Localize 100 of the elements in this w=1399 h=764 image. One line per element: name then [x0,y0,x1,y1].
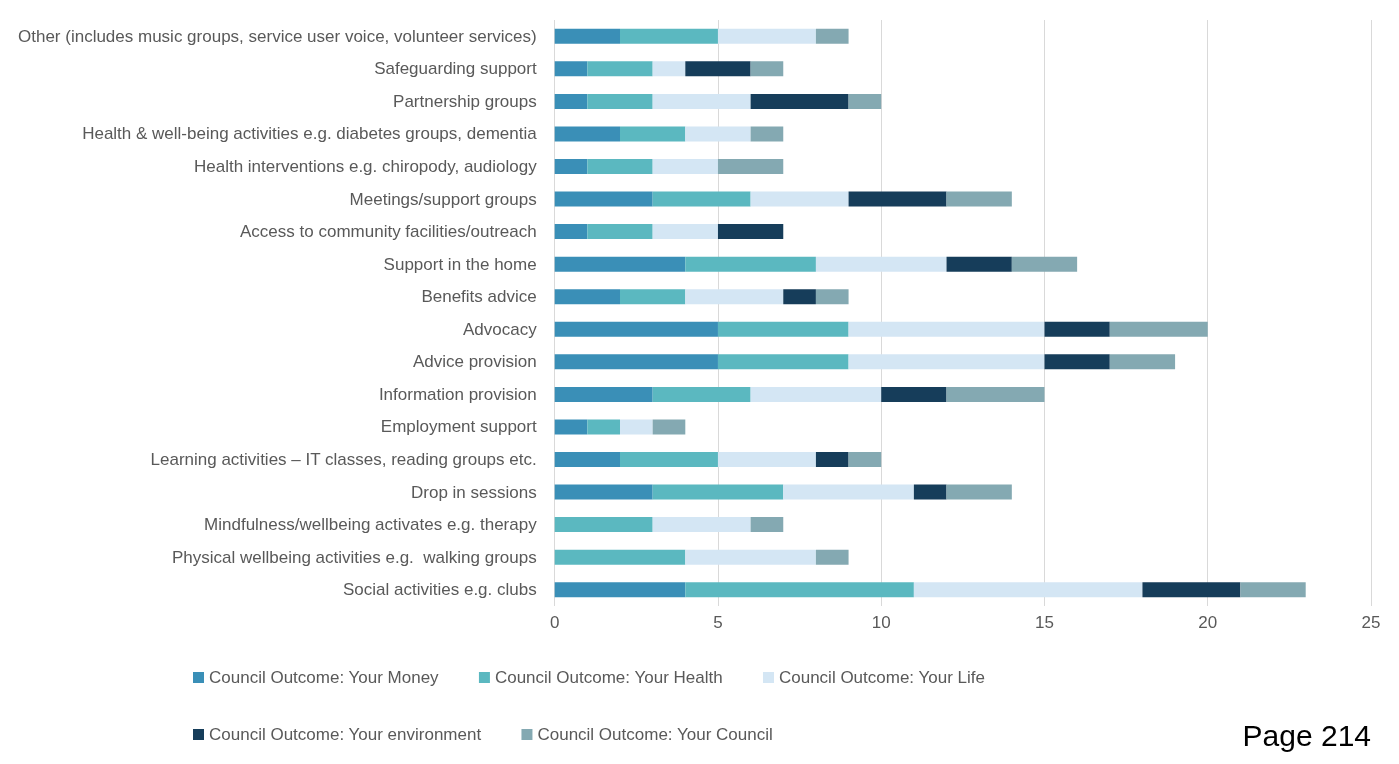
bar [946,386,1045,402]
bar [750,517,784,533]
bar [554,582,686,598]
y-tick-label: Employment support [380,417,537,437]
bar [554,256,686,272]
bar [652,224,718,240]
bar [652,159,718,174]
bar [554,191,653,207]
bar [1240,582,1306,598]
bar [685,61,751,77]
bar [652,484,784,500]
bar [587,61,653,77]
bar [554,93,588,109]
bar [913,582,1143,598]
y-tick-label: Advocacy [463,319,538,339]
x-tick-label: 5 [713,613,723,632]
bar [1011,256,1078,272]
bar [815,452,849,467]
bar [620,289,686,305]
x-tick-label: 10 [871,613,891,632]
bar [815,256,947,272]
bar [750,126,784,142]
legend-label: Council Outcome: Your Life [778,668,985,687]
bar [750,61,784,77]
bar [1044,321,1110,337]
bar [554,354,718,370]
bar [717,28,816,44]
legend-label: Council Outcome: Your Council [537,725,773,744]
bar [554,321,718,337]
y-tick-label: Partnership groups [393,91,537,111]
legend-label: Council Outcome: Your environment [209,725,482,744]
bar [815,28,849,44]
y-tick-label: Health & well-being activities e.g. diabetes groups, dementia [82,124,538,144]
y-tick-label: Drop in sessions [411,482,537,502]
y-tick-label: Physical wellbeing activities e.g. walking groups [171,547,537,567]
y-tick-label: Advice provision [412,352,537,372]
bar [913,484,947,500]
legend-label: Council Outcome: Your Money [209,668,440,687]
legend-label: Council Outcome: Your Health [494,668,723,687]
bar [717,354,849,370]
bar [620,126,686,142]
bar [1044,354,1110,370]
bar [717,159,784,174]
text: Page 214 [1242,718,1371,752]
bar [652,386,751,402]
bar [750,93,849,109]
bar [587,224,653,240]
bar [946,191,1012,207]
bar [620,452,718,467]
bar [652,419,686,435]
bar [554,159,588,174]
bar [652,517,751,533]
y-tick-label: Social activities e.g. clubs [343,580,537,600]
bar [815,549,849,565]
bar [652,191,751,207]
bar [554,224,588,240]
bar [848,93,882,109]
bar [587,159,653,174]
bar [685,549,816,565]
bar [717,224,784,240]
bar [717,321,849,337]
y-tick-label: Meetings/support groups [349,189,537,209]
bar [554,549,686,565]
bar [554,28,620,44]
y-tick-label: Other (includes music groups, service user voice, volunteer services) [18,26,537,46]
bar [587,419,620,435]
bar [750,386,882,402]
bar [554,126,620,142]
bar [554,452,620,467]
bar [554,386,653,402]
y-tick-label: Learning activities – IT classes, reading groups etc. [150,450,537,469]
y-tick-label: Health interventions e.g. chiropody, audiology [193,157,538,176]
bar [685,256,816,272]
bar [717,452,816,467]
bar [881,386,947,402]
x-tick-label: 25 [1361,613,1381,632]
bar [848,321,1045,337]
bar [1142,582,1241,598]
bar [554,61,588,77]
bar [1109,354,1176,370]
bar [620,419,653,435]
y-tick-label: Mindfulness/wellbeing activates e.g. therapy [204,515,538,535]
bar [848,452,882,467]
bar [685,126,751,142]
y-tick-label: Support in the home [383,254,537,274]
bar [554,484,653,500]
y-tick-label: Safeguarding support [374,59,537,79]
bar [652,93,751,109]
x-tick-label: 15 [1035,613,1054,632]
bar [848,191,947,207]
bar [554,289,620,305]
bar [554,419,588,435]
bar [750,191,849,207]
bar [815,289,849,305]
bar [685,582,914,598]
bar [946,484,1012,500]
bar [1109,321,1208,337]
x-tick-label: 20 [1198,613,1218,632]
bar [620,28,718,44]
y-tick-label: Access to community facilities/outreach [240,222,537,242]
